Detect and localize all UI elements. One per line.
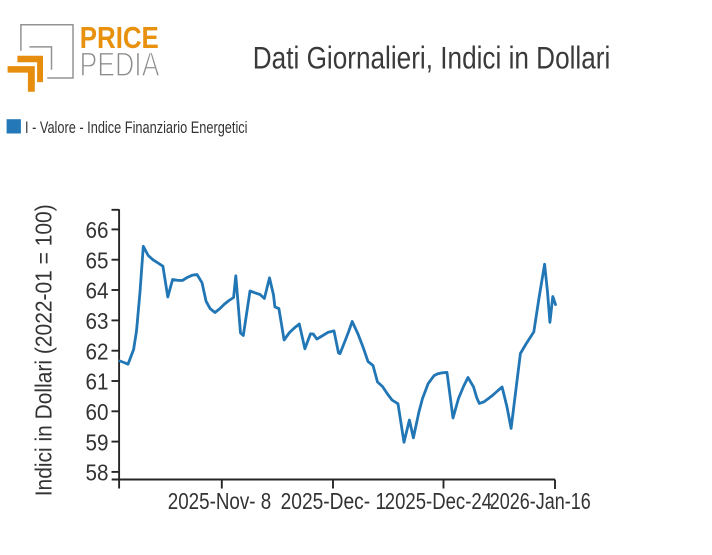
- svg-text:59: 59: [86, 429, 109, 455]
- svg-text:60: 60: [86, 399, 109, 425]
- svg-text:2025-Dec-24: 2025-Dec-24: [385, 488, 492, 514]
- svg-text:65: 65: [86, 247, 109, 273]
- svg-text:PRICE: PRICE: [80, 21, 159, 55]
- svg-text:Dati Giornalieri, Indici in Do: Dati Giornalieri, Indici in Dollari: [253, 39, 611, 75]
- svg-text:63: 63: [86, 308, 109, 334]
- svg-text:I - Valore - Indice Finanziari: I - Valore - Indice Finanziario Energeti…: [25, 118, 248, 137]
- svg-text:61: 61: [86, 369, 109, 395]
- svg-text:66: 66: [86, 217, 109, 243]
- svg-text:62: 62: [86, 338, 109, 364]
- svg-text:64: 64: [86, 278, 109, 304]
- svg-text:2026-Jan-16: 2026-Jan-16: [490, 488, 591, 514]
- svg-text:58: 58: [86, 460, 109, 486]
- svg-text:2025-Nov- 8: 2025-Nov- 8: [168, 488, 272, 514]
- svg-text:PEDIA: PEDIA: [80, 46, 160, 84]
- svg-text:2025-Dec- 1: 2025-Dec- 1: [281, 488, 387, 514]
- svg-text:Indici in Dollari (2022-01 = 1: Indici in Dollari (2022-01 = 100): [31, 204, 57, 496]
